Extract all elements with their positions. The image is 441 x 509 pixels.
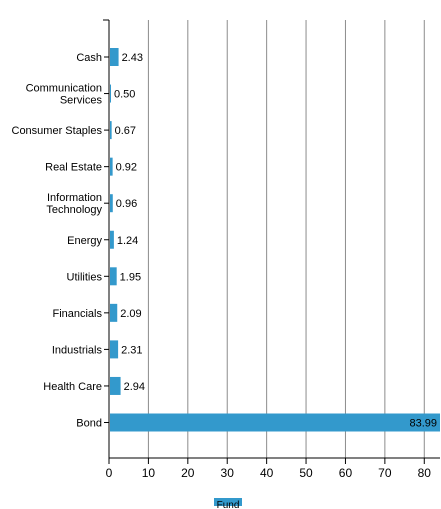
value-label: 2.09 xyxy=(120,308,141,320)
value-label: 0.96 xyxy=(116,198,137,210)
category-label: Utilities xyxy=(67,271,103,283)
value-label: 0.92 xyxy=(116,162,137,174)
category-label: Health Care xyxy=(43,381,102,393)
value-label: 0.50 xyxy=(114,89,135,101)
value-label: 0.67 xyxy=(115,125,136,137)
x-tick-label: 50 xyxy=(299,466,313,480)
x-tick-label: 20 xyxy=(181,466,195,480)
value-label: 2.31 xyxy=(121,344,142,356)
category-label: Industrials xyxy=(52,344,103,356)
bar xyxy=(110,376,121,395)
category-label: Energy xyxy=(67,235,102,247)
bar xyxy=(110,230,114,249)
x-tick-label: 80 xyxy=(418,466,432,480)
legend-label: Fund xyxy=(217,500,240,509)
x-tick-label: 30 xyxy=(221,466,235,480)
bar xyxy=(110,194,113,213)
category-label: Technology xyxy=(46,204,102,216)
category-label: Bond xyxy=(76,418,102,430)
bar xyxy=(110,157,113,176)
category-label: Communication xyxy=(26,83,102,95)
value-label: 83.99 xyxy=(409,418,437,430)
x-tick-label: 40 xyxy=(260,466,274,480)
x-tick-label: 70 xyxy=(378,466,392,480)
value-label: 2.94 xyxy=(124,381,145,393)
value-label: 1.95 xyxy=(120,271,141,283)
category-label: Consumer Staples xyxy=(12,125,103,137)
value-label: 1.24 xyxy=(117,235,138,247)
bar xyxy=(110,121,112,140)
bar xyxy=(110,48,119,66)
legend-swatch xyxy=(214,498,242,506)
category-label: Services xyxy=(60,95,103,107)
bar xyxy=(110,340,119,359)
x-tick-label: 10 xyxy=(142,466,156,480)
bar xyxy=(110,303,118,322)
value-label: 2.43 xyxy=(122,52,143,64)
bar xyxy=(110,413,440,432)
bar xyxy=(110,267,117,286)
x-tick-label: 60 xyxy=(339,466,353,480)
bar xyxy=(110,84,111,103)
category-label: Financials xyxy=(52,308,102,320)
x-tick-label: 0 xyxy=(106,466,113,480)
category-label: Cash xyxy=(76,52,102,64)
category-label: Real Estate xyxy=(45,162,102,174)
category-label: Information xyxy=(47,192,102,204)
